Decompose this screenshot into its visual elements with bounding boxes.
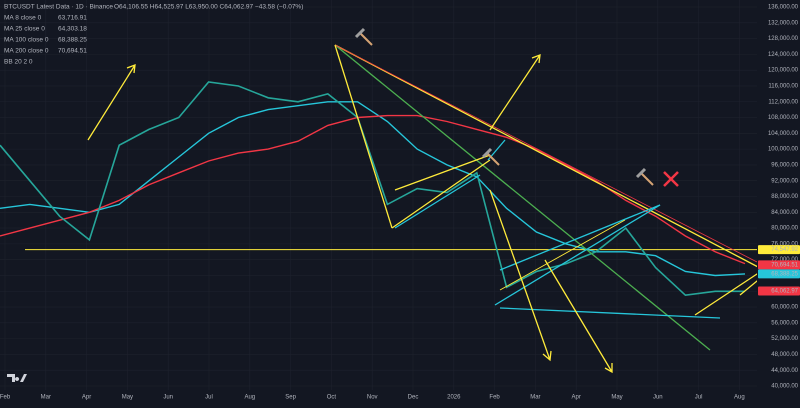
trendline — [494, 204, 661, 306]
legend-value: 68,388.25 — [58, 37, 87, 44]
axes: 40,000.00 44,000.00 48,000.00 52,000.00 56,0… — [0, 5, 800, 401]
arrow — [544, 259, 613, 374]
line — [0, 81, 745, 297]
legend-name: BB 20 2 0 — [4, 59, 33, 66]
y-tick-label: 104,000.00 — [768, 131, 799, 137]
y-tick-label: 92,000.00 — [771, 178, 798, 184]
x-tick-label: 2026 — [447, 395, 461, 401]
x-tick-label: Jul — [205, 395, 213, 401]
x-tick-label: Apr — [82, 395, 91, 401]
price-badge-label: 64,062.97 — [771, 289, 798, 295]
legend-value: 70,694.51 — [58, 48, 87, 55]
y-tick-label: 120,000.00 — [768, 68, 799, 74]
trendline — [334, 44, 761, 269]
y-tick-label: 52,000.00 — [771, 336, 798, 342]
x-tick-label: May — [122, 395, 133, 401]
tradingview-logo — [7, 374, 27, 382]
x-tick-label: Aug — [244, 395, 255, 401]
trendline — [334, 44, 758, 263]
y-tick-label: 80,000.00 — [771, 226, 798, 232]
hammer-icon — [354, 27, 373, 46]
y-tick-label: 56,000.00 — [771, 320, 798, 326]
trendline — [499, 307, 721, 319]
x-tick-label: Aug — [734, 395, 745, 401]
y-tick-label: 44,000.00 — [771, 368, 798, 374]
hammer-icon — [481, 147, 500, 166]
price-badge-label: 68,388.25 — [771, 272, 798, 278]
x-tick-label: Feb — [0, 395, 11, 401]
trendline — [394, 154, 491, 191]
line — [0, 101, 746, 277]
price-badge-label: 74,547.92 — [771, 247, 798, 253]
x-tick-label: Oct — [327, 395, 337, 401]
price-badge — [758, 269, 800, 279]
y-tick-label: 108,000.00 — [768, 115, 799, 121]
x-tick-label: Mar — [530, 395, 540, 401]
y-tick-label: 96,000.00 — [771, 162, 798, 168]
y-tick-label: 128,000.00 — [768, 36, 799, 42]
plot — [0, 81, 757, 297]
arrow — [489, 189, 552, 362]
x-tick-label: Mar — [41, 395, 51, 401]
legend-value: 63,716.91 — [58, 15, 87, 22]
ohlc: O64,106.55 H64,525.97 L63,950.00 C64,062… — [114, 4, 303, 11]
legend: BTCUSDT Latest Data · 1D · Binance O64,1… — [4, 4, 303, 66]
legend-name: MA 8 close 0 — [4, 15, 42, 22]
legend-name: MA 200 close 0 — [4, 48, 49, 55]
line — [0, 114, 746, 265]
x-tick-label: Jul — [695, 395, 703, 401]
price-badge — [758, 260, 800, 270]
y-tick-label: 88,000.00 — [771, 194, 798, 200]
legend-name: MA 25 close 0 — [4, 26, 45, 33]
x-tick-label: Dec — [408, 395, 419, 401]
y-tick-label: 124,000.00 — [768, 52, 799, 58]
y-tick-label: 48,000.00 — [771, 352, 798, 358]
trendline — [334, 44, 711, 351]
x-tick-label: Feb — [489, 395, 500, 401]
x-tick-label: May — [611, 395, 622, 401]
price-axis — [757, 0, 800, 403]
price-badge-label: 70,694.51 — [771, 262, 798, 268]
y-tick-label: 112,000.00 — [768, 99, 798, 105]
y-tick-label: 84,000.00 — [771, 210, 798, 216]
y-tick-label: 72,000.00 — [771, 257, 798, 263]
y-tick-label: 76,000.00 — [771, 241, 798, 247]
legend-value: 64,303.18 — [58, 26, 87, 33]
y-tick-label: 136,000.00 — [768, 5, 799, 11]
trendline — [391, 159, 491, 229]
x-tick-label: Apr — [572, 395, 581, 401]
y-tick-label: 132,000.00 — [768, 20, 799, 26]
legend-name: MA 100 close 0 — [4, 37, 49, 44]
arrow — [489, 54, 541, 131]
x-tick-label: Sep — [285, 395, 296, 401]
price-badge — [758, 286, 800, 296]
hammer-icon — [635, 167, 654, 186]
trendline — [499, 204, 661, 271]
symbol-title: BTCUSDT Latest Data · 1D · Binance — [4, 4, 113, 11]
cross-icon — [663, 171, 679, 187]
y-tick-label: 100,000.00 — [768, 147, 799, 153]
trendline — [694, 271, 761, 316]
y-tick-label: 60,000.00 — [771, 305, 798, 311]
trendline — [394, 174, 481, 229]
y-tick-label: 116,000.00 — [768, 84, 798, 90]
y-tick-label: 40,000.00 — [771, 384, 798, 390]
x-tick-label: Jun — [653, 395, 663, 401]
x-tick-label: Jun — [163, 395, 173, 401]
price-badge — [758, 245, 800, 255]
x-tick-label: Nov — [367, 395, 378, 401]
arrow — [87, 64, 136, 141]
trendline — [334, 44, 393, 229]
